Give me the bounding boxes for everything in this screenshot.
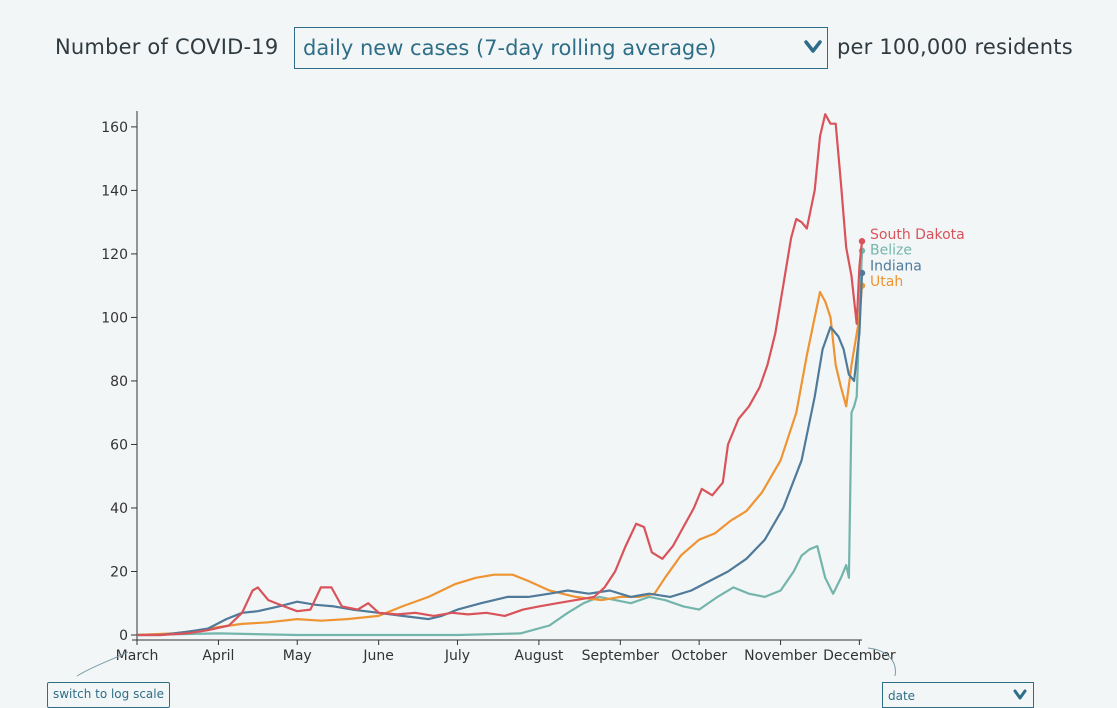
series-line-utah: [136, 285, 864, 637]
title-prefix: Number of COVID-19: [55, 35, 279, 59]
x-tick-label: August: [514, 648, 564, 664]
y-axis: 0 20 40 60 80 100 120 140 160: [101, 111, 138, 644]
series-line-belize: [136, 250, 864, 637]
x-tick-label: September: [582, 648, 660, 664]
series-lines: [136, 113, 866, 637]
series-line-indiana: [137, 272, 864, 637]
metric-select-value: daily new cases (7-day rolling average): [303, 36, 717, 60]
y-tick-label: 0: [119, 628, 128, 644]
title-suffix: per 100,000 residents: [837, 35, 1073, 59]
annotation-curve: [76, 651, 129, 677]
x-tick-label: June: [362, 648, 394, 664]
x-axis-select[interactable]: date: [882, 682, 1034, 708]
x-tick-label: October: [671, 648, 727, 664]
y-tick-label: 140: [101, 183, 128, 199]
y-tick-label: 60: [110, 437, 128, 453]
y-tick-label: 80: [110, 374, 128, 390]
x-tick-label: December: [823, 648, 896, 664]
legend-label-south-dakota: South Dakota: [870, 227, 965, 243]
annotation-curve: [867, 647, 896, 677]
log-scale-toggle-button[interactable]: switch to log scale: [47, 682, 170, 708]
y-tick-label: 120: [101, 247, 128, 263]
chevron-down-icon: [1013, 689, 1027, 700]
x-tick-label: July: [444, 648, 470, 664]
chevron-down-icon: [804, 40, 822, 53]
legend-label-utah: Utah: [870, 274, 903, 290]
x-tick-label: May: [283, 648, 312, 664]
series-line-south-dakota: [137, 113, 864, 637]
annotation-curves: [76, 647, 896, 677]
series-end-point: [858, 238, 866, 245]
y-tick-label: 160: [101, 120, 128, 136]
x-tick-label: April: [202, 648, 234, 664]
series-end-point: [858, 269, 866, 277]
y-tick-label: 40: [110, 501, 128, 517]
x-tick-label: March: [116, 648, 159, 664]
x-tick-label: November: [744, 648, 817, 664]
chart-title-row: Number of COVID-19 daily new cases (7-da…: [0, 26, 1117, 72]
metric-select[interactable]: daily new cases (7-day rolling average): [294, 27, 828, 69]
legend-label-indiana: Indiana: [870, 258, 922, 274]
legend-label-belize: Belize: [870, 243, 912, 259]
x-axis: March April May June July August September Octo…: [116, 639, 896, 664]
y-tick-label: 20: [110, 564, 128, 580]
x-axis-select-value: date: [888, 689, 916, 703]
y-tick-label: 100: [101, 310, 128, 326]
